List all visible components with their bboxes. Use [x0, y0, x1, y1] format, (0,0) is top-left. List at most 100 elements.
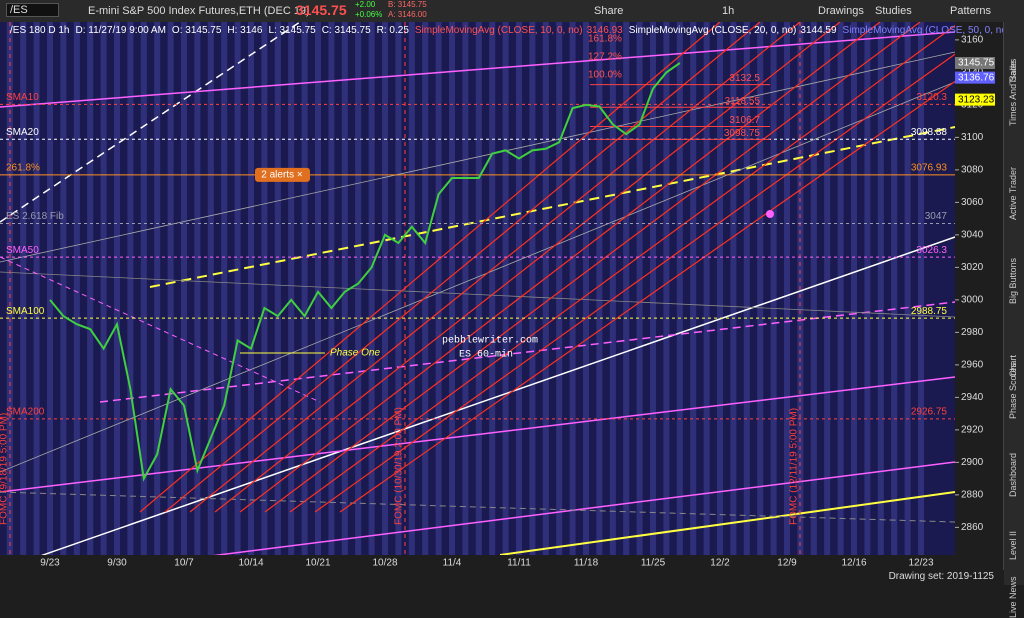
- fomc-label: FOMC (12/11/19 5:00 PM): [789, 408, 800, 525]
- level-name: SMA100: [6, 306, 45, 317]
- x-tick-label: 11/25: [641, 558, 666, 569]
- footer: Drawing set: 2019-1125: [0, 570, 1004, 585]
- day-stripe: [663, 22, 670, 555]
- x-tick-label: 10/28: [372, 558, 397, 569]
- sidebar-tab[interactable]: Active Trader: [1008, 166, 1018, 220]
- legend-item: L: 3145.75: [268, 25, 316, 36]
- legend-item: R: 0.25: [377, 25, 410, 36]
- day-stripe: [194, 22, 201, 555]
- level-name: 261.8%: [6, 163, 40, 174]
- day-stripe: [301, 22, 308, 555]
- x-tick-label: 11/11: [507, 558, 531, 569]
- level-value: 3120.3: [916, 92, 947, 103]
- level-value: 3076.93: [911, 163, 948, 174]
- fomc-label: FOMC (9/18/19 5:00 PM): [0, 413, 10, 525]
- fib-price: 3118.55: [725, 96, 761, 107]
- button[interactable]: Studies: [875, 5, 912, 17]
- y-tick-label: 3100: [961, 132, 984, 143]
- day-stripe: [784, 22, 790, 555]
- day-stripe: [837, 22, 844, 555]
- level-value: 2926.75: [911, 407, 948, 418]
- day-stripe: [596, 22, 603, 555]
- trendline: [0, 22, 301, 223]
- x-tick-label: 10/21: [305, 558, 330, 569]
- y-tick-label: 3080: [961, 165, 984, 176]
- day-stripe: [328, 22, 335, 555]
- symbol[interactable]: /ES: [6, 3, 59, 17]
- x-tick-label: 9/30: [107, 558, 127, 569]
- price-badge-label: 3136.76: [958, 72, 995, 83]
- level-value: 2988.75: [911, 306, 948, 317]
- sidebar: Trade Times And Sales Active Trader Big But…: [1003, 22, 1024, 618]
- day-stripe: [489, 22, 496, 555]
- x-axis-bg: [0, 555, 955, 570]
- sidebar-tab[interactable]: Phase Scores: [1008, 362, 1018, 419]
- alerts-pill[interactable]: [255, 167, 310, 182]
- price-badge-label: 3145.75: [958, 58, 995, 69]
- y-tick-label: 3040: [961, 230, 984, 241]
- fomc-label: FOMC (10/30/19 2:00 PM): [394, 407, 405, 525]
- channel-line: [139, 22, 721, 513]
- day-stripe: [717, 22, 723, 555]
- study-name: SimpleMovingAvg (CLOSE, 50, 0, no): [843, 25, 1004, 36]
- day-stripe: [100, 22, 107, 555]
- sidebar-tab[interactable]: Level II: [1008, 530, 1018, 560]
- y-tick-label: 2860: [961, 522, 984, 533]
- trendline: [499, 491, 956, 556]
- sidebar-tab[interactable]: Times And Sales: [1008, 58, 1018, 126]
- button[interactable]: Drawings: [818, 5, 864, 17]
- day-stripe: [650, 22, 656, 555]
- sidebar-tab[interactable]: Big Buttons: [1008, 257, 1018, 304]
- day-stripe: [757, 22, 764, 555]
- price-badge: [955, 57, 995, 70]
- x-tick-label: 10/14: [238, 558, 263, 569]
- level-name: SMA20: [6, 127, 39, 138]
- trendline: [0, 376, 956, 493]
- trendline: [99, 301, 956, 403]
- fib-price: 3106.7: [729, 115, 760, 126]
- day-stripe: [288, 22, 295, 555]
- description: E-mini S&P 500 Index Futures,ETH (DEC 19…: [88, 5, 310, 17]
- toolbar: /ES E-mini S&P 500 Index Futures,ETH (DE…: [0, 0, 1024, 23]
- drawing-set: Drawing set: 2019-1125: [888, 571, 994, 582]
- day-stripe: [609, 22, 616, 555]
- level-value: 3026.3: [916, 245, 947, 256]
- study-value: 3144.59: [800, 25, 837, 36]
- x-tick-label: 11/4: [443, 558, 462, 569]
- channel-line: [164, 22, 761, 513]
- day-stripe: [87, 22, 94, 555]
- trendline: [0, 271, 956, 318]
- y-tick-label: 3160: [961, 35, 984, 46]
- sidebar-tab[interactable]: Live News: [1008, 576, 1018, 618]
- day-stripe: [730, 22, 737, 555]
- y-tick-label: 2900: [961, 457, 984, 468]
- legend-item: H: 3146: [227, 25, 262, 36]
- y-axis-bg: [955, 22, 1004, 570]
- day-stripe: [60, 22, 67, 555]
- sidebar-tab[interactable]: Dashboard: [1008, 453, 1018, 498]
- y-tick-label: 2880: [961, 490, 984, 501]
- trendline: [0, 236, 956, 570]
- interval[interactable]: 1h: [722, 5, 735, 17]
- trendline: [0, 81, 956, 473]
- x-tick-label: 9/23: [40, 558, 60, 569]
- price-badge: [955, 71, 995, 84]
- button[interactable]: Patterns: [950, 5, 991, 17]
- chart: FOMC (9/18/19 5:00 PM) FOMC (10/30/19 2:0…: [0, 22, 1004, 570]
- change-pct: +0.06%: [355, 10, 383, 19]
- day-stripe: [743, 22, 750, 555]
- day-stripe: [422, 22, 429, 555]
- change: +2.00: [355, 0, 376, 9]
- button[interactable]: Share: [594, 5, 624, 17]
- last-price: 3145.75: [296, 2, 347, 18]
- day-stripe: [435, 22, 442, 555]
- x-tick-label: 12/9: [777, 558, 797, 569]
- legend-item: D: 11/27/19 9:00 AM: [75, 25, 165, 36]
- level-name: SMA10: [6, 92, 39, 103]
- day-stripe: [770, 22, 777, 555]
- x-tick-label: 10/7: [174, 558, 194, 569]
- day-stripe: [851, 22, 857, 555]
- y-tick-label: 2920: [961, 425, 984, 436]
- trendline: [0, 256, 321, 403]
- level-name: SMA50: [6, 245, 39, 256]
